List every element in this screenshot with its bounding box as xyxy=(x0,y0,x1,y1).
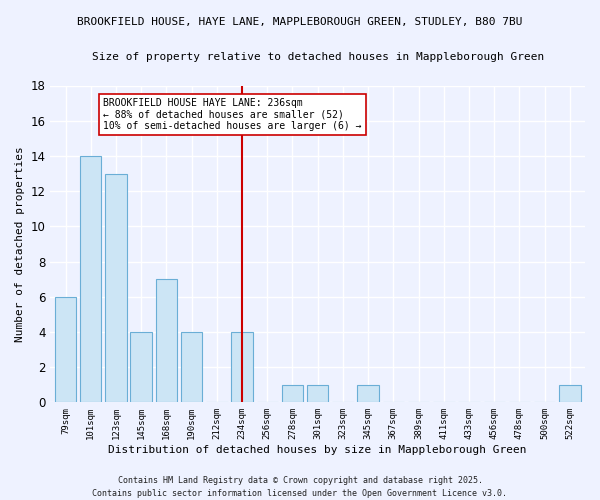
Title: Size of property relative to detached houses in Mappleborough Green: Size of property relative to detached ho… xyxy=(92,52,544,62)
Bar xyxy=(55,296,76,403)
Bar xyxy=(181,332,202,402)
Bar xyxy=(155,279,177,402)
Text: BROOKFIELD HOUSE HAYE LANE: 236sqm
← 88% of detached houses are smaller (52)
10%: BROOKFIELD HOUSE HAYE LANE: 236sqm ← 88%… xyxy=(103,98,362,131)
Text: BROOKFIELD HOUSE, HAYE LANE, MAPPLEBOROUGH GREEN, STUDLEY, B80 7BU: BROOKFIELD HOUSE, HAYE LANE, MAPPLEBOROU… xyxy=(77,18,523,28)
Bar xyxy=(130,332,152,402)
Text: Contains HM Land Registry data © Crown copyright and database right 2025.
Contai: Contains HM Land Registry data © Crown c… xyxy=(92,476,508,498)
Y-axis label: Number of detached properties: Number of detached properties xyxy=(15,146,25,342)
Bar xyxy=(358,384,379,402)
Bar xyxy=(307,384,328,402)
Bar xyxy=(232,332,253,402)
Bar xyxy=(559,384,581,402)
Bar xyxy=(282,384,303,402)
X-axis label: Distribution of detached houses by size in Mappleborough Green: Distribution of detached houses by size … xyxy=(109,445,527,455)
Bar xyxy=(105,174,127,402)
Bar xyxy=(80,156,101,402)
